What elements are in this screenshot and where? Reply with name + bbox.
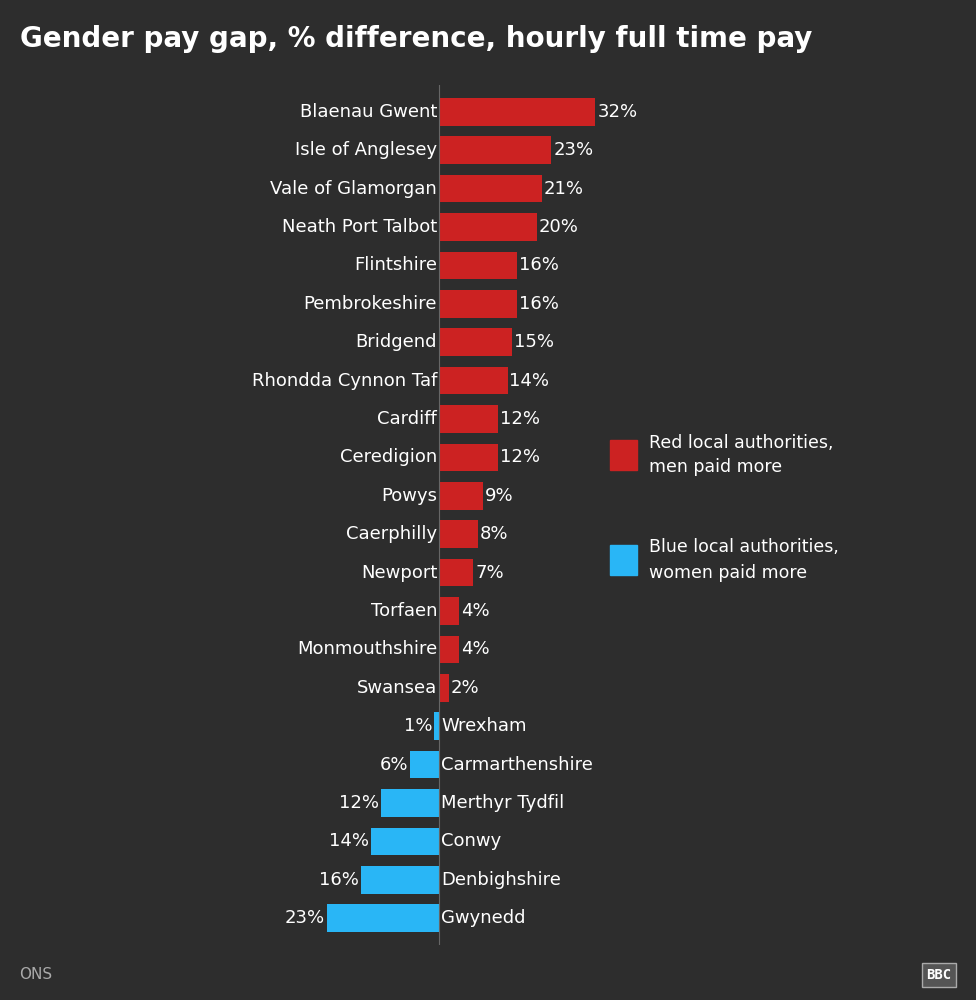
Text: 1%: 1%: [404, 717, 432, 735]
Text: Neath Port Talbot: Neath Port Talbot: [282, 218, 437, 236]
Text: Conwy: Conwy: [441, 832, 502, 850]
Bar: [439, 367, 508, 394]
Text: Blaenau Gwent: Blaenau Gwent: [300, 103, 437, 121]
Text: Bridgend: Bridgend: [355, 333, 437, 351]
Bar: [439, 444, 498, 471]
Bar: [439, 98, 595, 126]
Bar: [434, 712, 439, 740]
Text: Rhondda Cynnon Taf: Rhondda Cynnon Taf: [252, 372, 437, 390]
Text: Pembrokeshire: Pembrokeshire: [304, 295, 437, 313]
Text: Gwynedd: Gwynedd: [441, 909, 526, 927]
Text: 23%: 23%: [285, 909, 325, 927]
Bar: [439, 290, 517, 318]
Text: 14%: 14%: [329, 832, 369, 850]
Bar: [361, 866, 439, 894]
Bar: [439, 597, 459, 625]
Bar: [439, 175, 542, 202]
Bar: [439, 559, 473, 586]
Text: Newport: Newport: [361, 564, 437, 582]
Text: 14%: 14%: [509, 372, 549, 390]
Text: 2%: 2%: [451, 679, 479, 697]
Text: Ceredigion: Ceredigion: [340, 448, 437, 466]
Text: 12%: 12%: [339, 794, 379, 812]
Text: BBC: BBC: [926, 968, 952, 982]
Bar: [439, 328, 512, 356]
Text: Torfaen: Torfaen: [371, 602, 437, 620]
Text: Blue local authorities,
women paid more: Blue local authorities, women paid more: [649, 538, 839, 582]
Bar: [439, 636, 459, 663]
Text: Gender pay gap, % difference, hourly full time pay: Gender pay gap, % difference, hourly ful…: [20, 25, 812, 53]
Text: Caerphilly: Caerphilly: [346, 525, 437, 543]
Text: ONS: ONS: [20, 967, 53, 982]
Bar: [439, 213, 537, 241]
Bar: [439, 252, 517, 279]
Bar: [410, 751, 439, 778]
Text: Flintshire: Flintshire: [354, 256, 437, 274]
Text: 21%: 21%: [544, 180, 584, 198]
Text: Denbighshire: Denbighshire: [441, 871, 561, 889]
Text: 16%: 16%: [319, 871, 359, 889]
Text: Merthyr Tydfil: Merthyr Tydfil: [441, 794, 564, 812]
Bar: [439, 405, 498, 433]
Text: 20%: 20%: [539, 218, 579, 236]
Text: 16%: 16%: [519, 256, 559, 274]
Text: Carmarthenshire: Carmarthenshire: [441, 756, 593, 774]
Bar: [439, 674, 449, 702]
Text: 8%: 8%: [480, 525, 508, 543]
Bar: [381, 789, 439, 817]
Text: 6%: 6%: [380, 756, 408, 774]
Text: Powys: Powys: [382, 487, 437, 505]
Text: Vale of Glamorgan: Vale of Glamorgan: [270, 180, 437, 198]
Bar: [439, 482, 483, 510]
Text: 15%: 15%: [514, 333, 554, 351]
Bar: [371, 828, 439, 855]
Text: Swansea: Swansea: [357, 679, 437, 697]
Text: 12%: 12%: [500, 410, 540, 428]
Text: Isle of Anglesey: Isle of Anglesey: [295, 141, 437, 159]
Text: 32%: 32%: [597, 103, 637, 121]
Text: Red local authorities,
men paid more: Red local authorities, men paid more: [649, 434, 834, 477]
Text: 4%: 4%: [461, 640, 489, 658]
Bar: [439, 520, 478, 548]
Text: 16%: 16%: [519, 295, 559, 313]
Text: Cardiff: Cardiff: [378, 410, 437, 428]
Text: 23%: 23%: [553, 141, 593, 159]
Text: Wrexham: Wrexham: [441, 717, 527, 735]
Bar: [439, 136, 551, 164]
Text: 9%: 9%: [485, 487, 513, 505]
Text: Monmouthshire: Monmouthshire: [297, 640, 437, 658]
Text: 7%: 7%: [475, 564, 504, 582]
Bar: [327, 904, 439, 932]
Text: 12%: 12%: [500, 448, 540, 466]
Text: 4%: 4%: [461, 602, 489, 620]
